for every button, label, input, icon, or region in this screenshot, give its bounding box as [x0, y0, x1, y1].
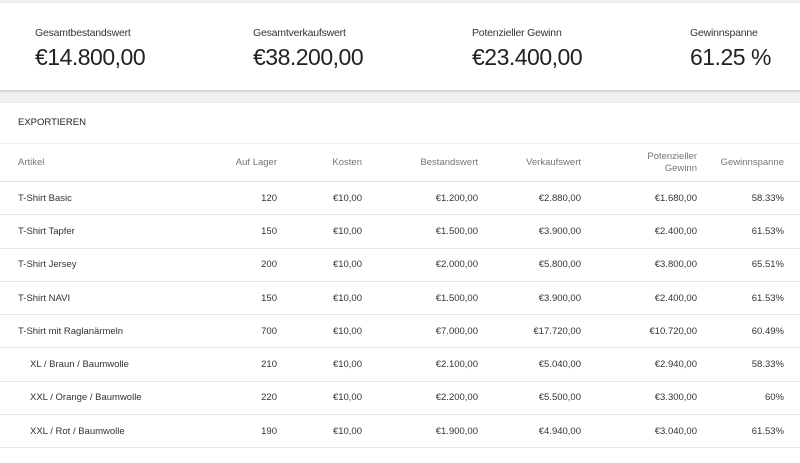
cell-bestandswert: €2.200,00: [378, 381, 494, 416]
table-row[interactable]: T-Shirt Jersey 200 €10,00 €2.000,00 €5.800,0…: [0, 248, 800, 282]
cell-artikel: T-Shirt NAVI: [0, 281, 200, 316]
table-row[interactable]: T-Shirt NAVI 150 €10,00 €1.500,00 €3.900,00 €…: [0, 281, 800, 316]
cell-kosten: €10,00: [293, 181, 378, 216]
cell-potenzieller-gewinn: €3.040,00: [597, 414, 713, 449]
cell-verkaufswert: €5.040,00: [494, 347, 597, 382]
cell-auf-lager: 150: [200, 281, 293, 316]
cell-potenzieller-gewinn: €2.400,00: [597, 214, 713, 249]
cell-auf-lager: 190: [200, 414, 293, 449]
col-gewinnspanne[interactable]: Gewinnspanne: [713, 143, 800, 182]
stat-profit-margin: Gewinnspanne 61.25 %: [690, 27, 771, 71]
cell-kosten: €10,00: [293, 347, 378, 382]
cell-bestandswert: €1.200,00: [378, 181, 494, 216]
cell-artikel: T-Shirt Jersey: [0, 248, 200, 282]
table-row[interactable]: T-Shirt Basic 120 €10,00 €1.200,00 €2.880,00…: [0, 181, 800, 216]
export-button[interactable]: EXPORTIEREN: [18, 117, 86, 128]
stat-label: Gesamtverkaufswert: [253, 27, 346, 39]
cell-gewinnspanne: 65.51%: [713, 248, 800, 282]
table-row[interactable]: T-Shirt mit Raglanärmeln 700 €10,00 €7.000,…: [0, 314, 800, 349]
stat-value: €23.400,00: [472, 44, 583, 70]
col-bestandswert[interactable]: Bestandswert: [378, 143, 494, 182]
stat-label: Gesamtbestandswert: [35, 27, 131, 39]
cell-verkaufswert: €2.880,00: [494, 181, 597, 216]
cell-artikel: T-Shirt mit Raglanärmeln: [0, 314, 200, 349]
stat-value: €14.800,00: [35, 44, 146, 70]
cell-kosten: €10,00: [293, 281, 378, 316]
cell-artikel: XXL / Orange / Baumwolle: [0, 381, 200, 416]
stat-value: 61.25 %: [690, 44, 771, 70]
cell-auf-lager: 220: [200, 381, 293, 416]
stat-total-sales-value: Gesamtverkaufswert €38.200,00: [253, 27, 364, 71]
inventory-table: Artikel Auf Lager Kosten Bestandswert Ve…: [0, 143, 800, 449]
cell-auf-lager: 210: [200, 347, 293, 382]
inventory-table-card: EXPORTIEREN Artikel Auf Lager Kosten Bes…: [0, 103, 800, 463]
cell-gewinnspanne: 61.53%: [713, 214, 800, 249]
cell-auf-lager: 200: [200, 248, 293, 282]
cell-verkaufswert: €3.900,00: [494, 214, 597, 249]
cell-auf-lager: 150: [200, 214, 293, 249]
cell-gewinnspanne: 58.33%: [713, 347, 800, 382]
cell-artikel: XL / Braun / Baumwolle: [0, 347, 200, 382]
cell-auf-lager: 120: [200, 181, 293, 216]
summary-card: Gesamtbestandswert €14.800,00 Gesamtverka…: [0, 3, 800, 90]
table-header-row: Artikel Auf Lager Kosten Bestandswert Ve…: [0, 143, 800, 182]
col-potenzieller-gewinn[interactable]: Potenzieller Gewinn: [597, 143, 713, 182]
table-row[interactable]: XL / Braun / Baumwolle 210 €10,00 €2.100,00…: [0, 347, 800, 382]
stat-potential-profit: Potenzieller Gewinn €23.400,00: [472, 27, 583, 71]
cell-kosten: €10,00: [293, 248, 378, 282]
cell-bestandswert: €7.000,00: [378, 314, 494, 349]
cell-potenzieller-gewinn: €1.680,00: [597, 181, 713, 216]
cell-bestandswert: €1.500,00: [378, 281, 494, 316]
cell-bestandswert: €1.500,00: [378, 214, 494, 249]
cell-auf-lager: 700: [200, 314, 293, 349]
col-auf-lager[interactable]: Auf Lager: [200, 143, 293, 182]
cell-gewinnspanne: 58.33%: [713, 181, 800, 216]
cell-bestandswert: €2.000,00: [378, 248, 494, 282]
cell-kosten: €10,00: [293, 214, 378, 249]
cell-potenzieller-gewinn: €3.800,00: [597, 248, 713, 282]
cell-verkaufswert: €5.800,00: [494, 248, 597, 282]
stat-value: €38.200,00: [253, 44, 364, 70]
cell-kosten: €10,00: [293, 414, 378, 449]
cell-kosten: €10,00: [293, 381, 378, 416]
cell-verkaufswert: €3.900,00: [494, 281, 597, 316]
cell-potenzieller-gewinn: €3.300,00: [597, 381, 713, 416]
stat-label: Potenzieller Gewinn: [472, 27, 562, 39]
col-verkaufswert[interactable]: Verkaufswert: [494, 143, 597, 182]
cell-kosten: €10,00: [293, 314, 378, 349]
table-row[interactable]: XXL / Rot / Baumwolle 190 €10,00 €1.900,00 €…: [0, 414, 800, 449]
stat-label: Gewinnspanne: [690, 27, 758, 39]
table-row[interactable]: XXL / Orange / Baumwolle 220 €10,00 €2.200,…: [0, 381, 800, 416]
cell-artikel: XXL / Rot / Baumwolle: [0, 414, 200, 449]
cell-verkaufswert: €4.940,00: [494, 414, 597, 449]
cell-gewinnspanne: 60.49%: [713, 314, 800, 349]
cell-potenzieller-gewinn: €2.400,00: [597, 281, 713, 316]
cell-potenzieller-gewinn: €10.720,00: [597, 314, 713, 349]
col-artikel[interactable]: Artikel: [0, 143, 200, 182]
cell-gewinnspanne: 61.53%: [713, 281, 800, 316]
cell-verkaufswert: €17.720,00: [494, 314, 597, 349]
cell-bestandswert: €1.900,00: [378, 414, 494, 449]
table-row[interactable]: T-Shirt Tapfer 150 €10,00 €1.500,00 €3.900,0…: [0, 214, 800, 249]
stat-total-stock-value: Gesamtbestandswert €14.800,00: [35, 27, 146, 71]
cell-potenzieller-gewinn: €2.940,00: [597, 347, 713, 382]
cell-artikel: T-Shirt Tapfer: [0, 214, 200, 249]
cell-gewinnspanne: 60%: [713, 381, 800, 416]
cell-verkaufswert: €5.500,00: [494, 381, 597, 416]
cell-gewinnspanne: 61.53%: [713, 414, 800, 449]
col-kosten[interactable]: Kosten: [293, 143, 378, 182]
cell-artikel: T-Shirt Basic: [0, 181, 200, 216]
cell-bestandswert: €2.100,00: [378, 347, 494, 382]
